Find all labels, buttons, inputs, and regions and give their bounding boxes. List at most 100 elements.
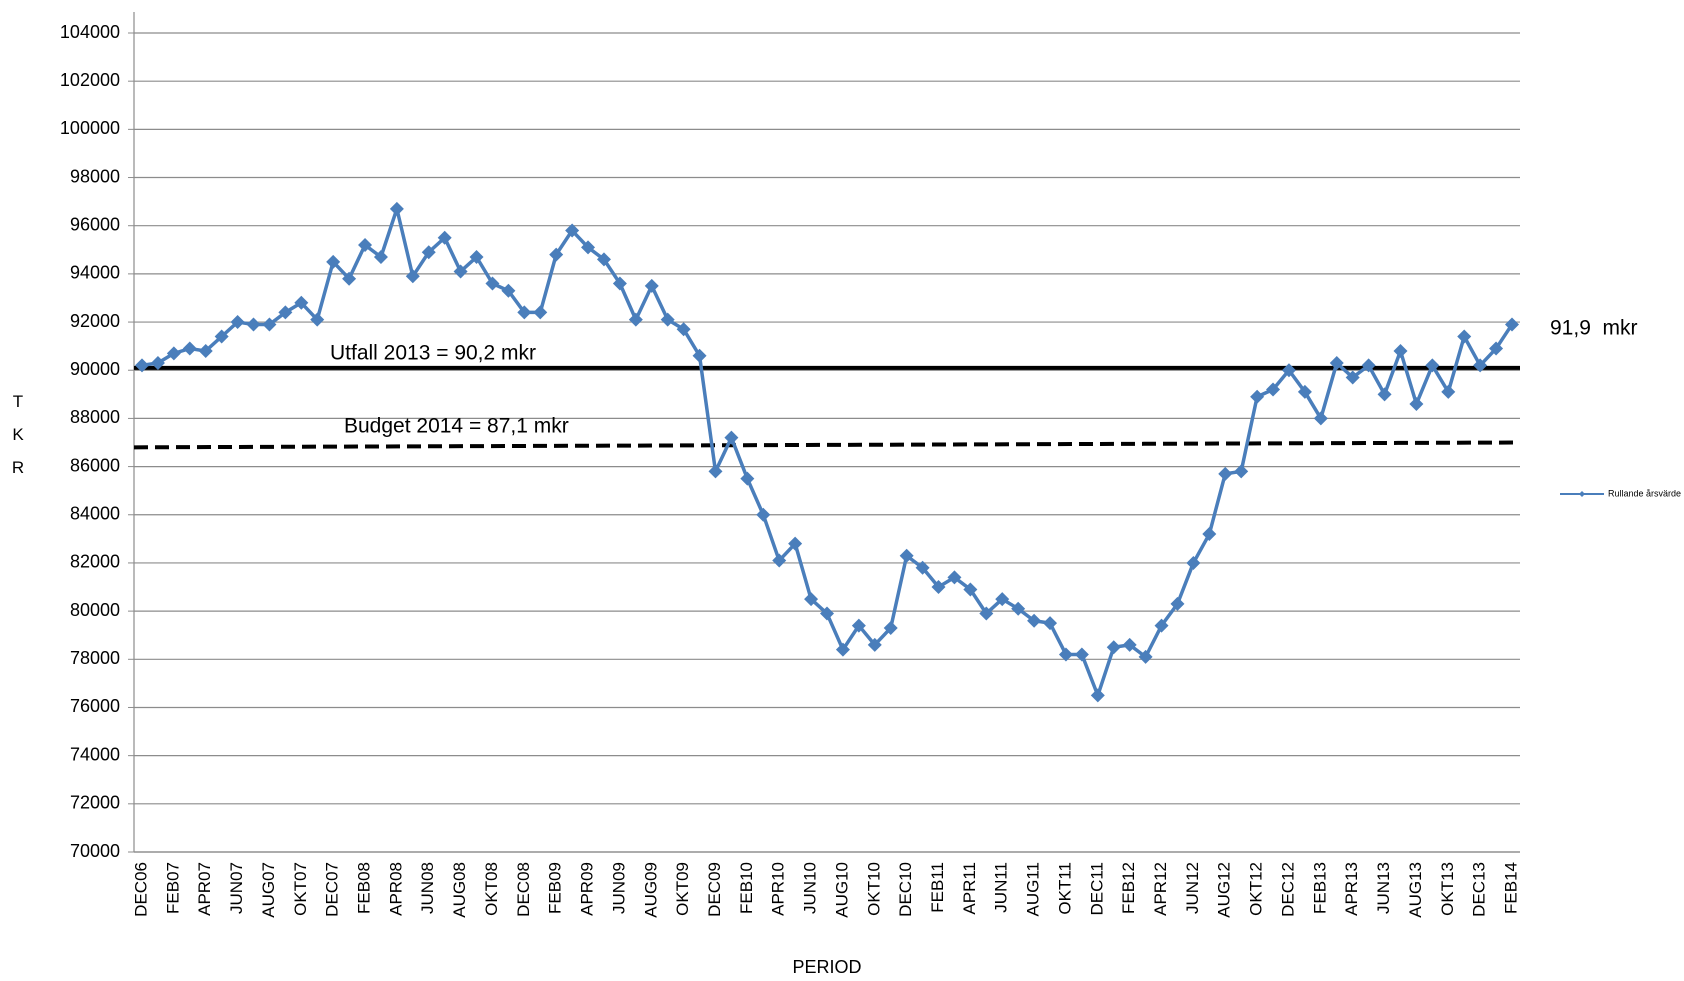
data-point	[581, 240, 596, 255]
x-tick-label: APR08	[386, 862, 405, 916]
data-point	[1058, 647, 1073, 662]
data-point	[166, 346, 181, 361]
data-point	[1489, 341, 1504, 356]
data-point	[851, 618, 866, 633]
y-tick-label: 88000	[70, 407, 120, 427]
data-point	[485, 276, 500, 291]
x-tick-label: DEC10	[896, 862, 915, 917]
data-point	[1441, 384, 1456, 399]
data-point	[150, 356, 165, 371]
legend-label: Rullande årsvärde	[1608, 488, 1681, 498]
x-tick-label: FEB11	[928, 862, 947, 913]
x-tick-label: APR07	[195, 862, 214, 916]
data-point	[517, 305, 532, 320]
data-point	[1154, 618, 1169, 633]
y-tick-label: 70000	[70, 841, 120, 861]
data-point	[1043, 616, 1058, 631]
data-point	[979, 606, 994, 621]
data-point	[756, 507, 771, 522]
data-point	[1074, 647, 1089, 662]
x-tick-label: DEC07	[323, 862, 342, 917]
data-point	[772, 553, 787, 568]
x-tick-label: JUN13	[1374, 862, 1393, 914]
data-point	[1297, 384, 1312, 399]
x-tick-label: DEC12	[1278, 862, 1297, 917]
y-tick-label: 86000	[70, 455, 120, 475]
data-point	[549, 247, 564, 262]
x-tick-label: AUG08	[450, 862, 469, 918]
data-point	[246, 317, 261, 332]
data-point	[883, 620, 898, 635]
x-tick-label: DEC11	[1087, 862, 1106, 916]
x-tick-label: DEC13	[1470, 862, 1489, 917]
legend-marker	[1579, 491, 1585, 497]
data-point	[533, 305, 548, 320]
data-point	[724, 430, 739, 445]
data-point	[373, 250, 388, 265]
data-point	[230, 315, 245, 330]
data-point	[1138, 649, 1153, 664]
data-point	[310, 312, 325, 327]
x-tick-label: APR11	[960, 862, 979, 915]
data-point	[899, 548, 914, 563]
x-tick-label: AUG13	[1406, 862, 1425, 918]
x-tick-label: AUG07	[259, 862, 278, 918]
data-point	[1106, 640, 1121, 655]
data-point	[1170, 596, 1185, 611]
data-point	[963, 582, 978, 597]
x-tick-label: OKT09	[673, 862, 692, 916]
y-tick-label: 84000	[70, 504, 120, 524]
x-tick-label: OKT13	[1438, 862, 1457, 916]
x-tick-label: AUG11	[1024, 862, 1043, 917]
data-point	[326, 254, 341, 269]
data-point	[867, 637, 882, 652]
x-tick-label: APR13	[1342, 862, 1361, 916]
x-tick-label: APR09	[578, 862, 597, 916]
y-tick-label: 72000	[70, 793, 120, 813]
data-point	[692, 348, 707, 363]
annotation: 91,9 mkr	[1550, 317, 1638, 340]
data-point	[389, 201, 404, 216]
x-tick-label: JUN08	[418, 862, 437, 914]
x-tick-label: AUG09	[641, 862, 660, 918]
y-tick-label: 80000	[70, 600, 120, 620]
y-tick-label: 98000	[70, 166, 120, 186]
data-point	[1281, 363, 1296, 378]
data-point	[1377, 387, 1392, 402]
data-point	[135, 358, 149, 373]
data-point	[708, 464, 723, 479]
data-point	[1345, 370, 1360, 385]
data-point	[1234, 464, 1249, 479]
data-point	[660, 312, 675, 327]
x-tick-label: AUG12	[1215, 862, 1234, 918]
data-point	[820, 606, 834, 621]
data-point	[1425, 358, 1440, 373]
y-tick-label: 76000	[70, 696, 120, 716]
x-tick-label: DEC06	[131, 862, 150, 917]
data-point	[1457, 329, 1472, 344]
data-point	[947, 570, 962, 585]
y-tick-label: 74000	[70, 744, 120, 764]
y-tick-label: 78000	[70, 648, 120, 668]
data-point	[342, 271, 357, 286]
data-point	[1027, 613, 1042, 628]
data-point	[405, 269, 420, 284]
y-tick-label: 100000	[60, 118, 120, 138]
data-point	[931, 580, 946, 595]
x-tick-label: FEB09	[546, 862, 565, 914]
data-point	[421, 245, 436, 260]
data-point	[1266, 382, 1281, 397]
data-point	[262, 317, 277, 332]
data-point	[628, 312, 643, 327]
data-point	[995, 592, 1010, 607]
x-tick-label: AUG10	[832, 862, 851, 918]
data-point	[1186, 555, 1201, 570]
data-point	[612, 276, 627, 291]
data-point	[501, 283, 516, 298]
x-tick-label: OKT10	[864, 862, 883, 916]
data-point	[1473, 358, 1488, 373]
data-point	[1409, 396, 1424, 411]
data-point	[214, 329, 229, 344]
data-point	[835, 642, 850, 657]
